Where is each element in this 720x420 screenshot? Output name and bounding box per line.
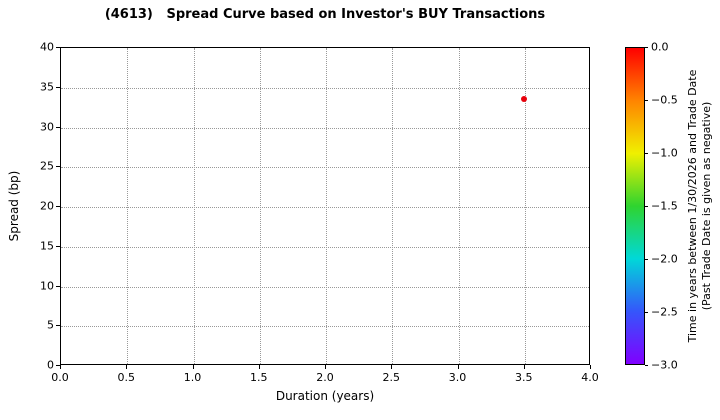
chart-title: (4613) Spread Curve based on Investor's … (104, 7, 546, 22)
x-tick-mark (457, 365, 459, 369)
colorbar-tick-mark (645, 153, 648, 154)
gridline-x (392, 48, 394, 364)
colorbar-tick-label: −2.5 (651, 305, 678, 319)
colorbar-tick-mark (645, 100, 648, 101)
colorbar-tick-label: −1.5 (651, 199, 678, 213)
colorbar-label: Time in years between 1/30/2026 and Trad… (686, 36, 714, 376)
y-tick-label: 25 (40, 159, 54, 173)
x-tick-label: 1.0 (183, 371, 202, 384)
x-tick-label: 1.5 (250, 371, 268, 384)
y-tick-label: 30 (40, 120, 54, 133)
y-tick-mark (56, 126, 60, 128)
y-tick-label: 0 (47, 358, 54, 372)
x-tick-label: 0.0 (51, 371, 69, 384)
x-tick-mark (523, 365, 525, 369)
gridline-y (61, 246, 589, 248)
x-tick-mark (258, 365, 260, 369)
x-tick-label: 2.5 (382, 371, 401, 384)
y-tick-label: 5 (47, 318, 54, 332)
colorbar-label-line2: (Past Trade Date is given as negative) (700, 101, 713, 311)
colorbar-tick-label: −2.0 (651, 252, 678, 266)
x-tick-label: 3.5 (515, 371, 533, 384)
colorbar-tick-label: −3.0 (651, 358, 678, 372)
y-tick-mark (56, 325, 60, 327)
y-tick-mark (56, 245, 60, 247)
colorbar-tick-mark (645, 312, 648, 313)
gridline-x (127, 48, 129, 364)
gridline-x (259, 48, 261, 364)
y-tick-mark (56, 86, 60, 88)
gridline-x (326, 48, 327, 364)
colorbar-tick-label: 0.0 (651, 40, 669, 54)
x-tick-mark (192, 365, 194, 369)
y-tick-mark (56, 47, 60, 48)
y-tick-label: 20 (40, 199, 54, 213)
gridline-y (61, 167, 589, 169)
y-tick-mark (56, 206, 60, 207)
y-tick-label: 35 (40, 80, 54, 94)
x-tick-mark (590, 365, 591, 369)
colorbar-tick-mark (645, 365, 648, 366)
gridline-x (193, 48, 195, 364)
x-tick-mark (391, 365, 393, 369)
colorbar-label-line1: Time in years between 1/30/2026 and Trad… (686, 69, 699, 343)
y-tick-mark (56, 166, 60, 168)
y-tick-mark (56, 285, 60, 287)
gridline-y (61, 87, 589, 89)
x-axis-label: Duration (years) (275, 389, 375, 403)
y-axis-label: Spread (bp) (7, 170, 21, 242)
x-tick-mark (60, 365, 61, 369)
gridline-x (524, 48, 526, 364)
colorbar-tick-mark (645, 259, 648, 260)
x-tick-label: 2.0 (316, 371, 334, 384)
colorbar-tick-mark (645, 206, 648, 207)
colorbar-gradient (625, 47, 645, 365)
gridline-y (61, 326, 589, 328)
x-tick-mark (325, 365, 326, 369)
plot-area (60, 47, 590, 365)
x-tick-label: 3.0 (448, 371, 467, 384)
x-tick-mark (126, 365, 128, 369)
y-tick-label: 15 (40, 239, 54, 253)
y-tick-label: 40 (40, 40, 54, 54)
x-tick-label: 0.5 (117, 371, 136, 384)
data-point (520, 95, 527, 102)
colorbar-tick-mark (645, 47, 648, 48)
gridline-y (61, 286, 589, 288)
y-tick-label: 10 (40, 279, 54, 292)
y-tick-mark (56, 365, 60, 366)
colorbar-tick-label: −0.5 (651, 93, 678, 107)
x-tick-label: 4.0 (581, 371, 599, 384)
gridline-x (458, 48, 460, 364)
colorbar-tick-label: −1.0 (651, 146, 678, 160)
gridline-y (61, 207, 589, 208)
gridline-y (61, 127, 589, 129)
